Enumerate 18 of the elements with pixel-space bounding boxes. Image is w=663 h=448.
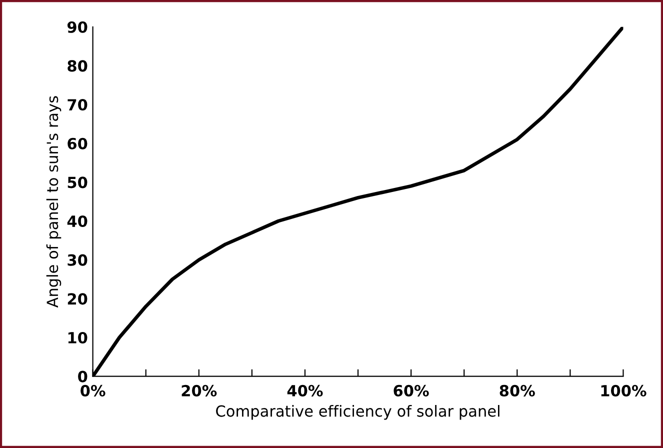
y-tick-label: 0: [78, 370, 88, 382]
y-tick-label: 80: [68, 60, 88, 72]
y-tick-label: 50: [68, 176, 88, 188]
x-axis-title: Comparative efficiency of solar panel: [216, 404, 500, 420]
y-tick-label: 10: [68, 332, 88, 344]
y-tick-label: 70: [68, 99, 88, 111]
x-tick-label: 60%: [394, 384, 429, 396]
y-tick-label: 20: [68, 293, 88, 305]
y-tick-label: 60: [68, 138, 88, 150]
y-tick-label: 30: [68, 254, 88, 266]
x-tick-label: 100%: [601, 384, 646, 396]
x-tick-label: 80%: [500, 384, 535, 396]
y-tick-label: 40: [67, 215, 88, 228]
y-tick-label: 90: [67, 21, 88, 33]
y-axis-title: Angle of panel to sun's rays: [46, 96, 62, 308]
x-tick-label: 20%: [182, 384, 217, 396]
x-tick-label: 40%: [287, 384, 323, 396]
x-tick-label: 0%: [80, 384, 106, 396]
